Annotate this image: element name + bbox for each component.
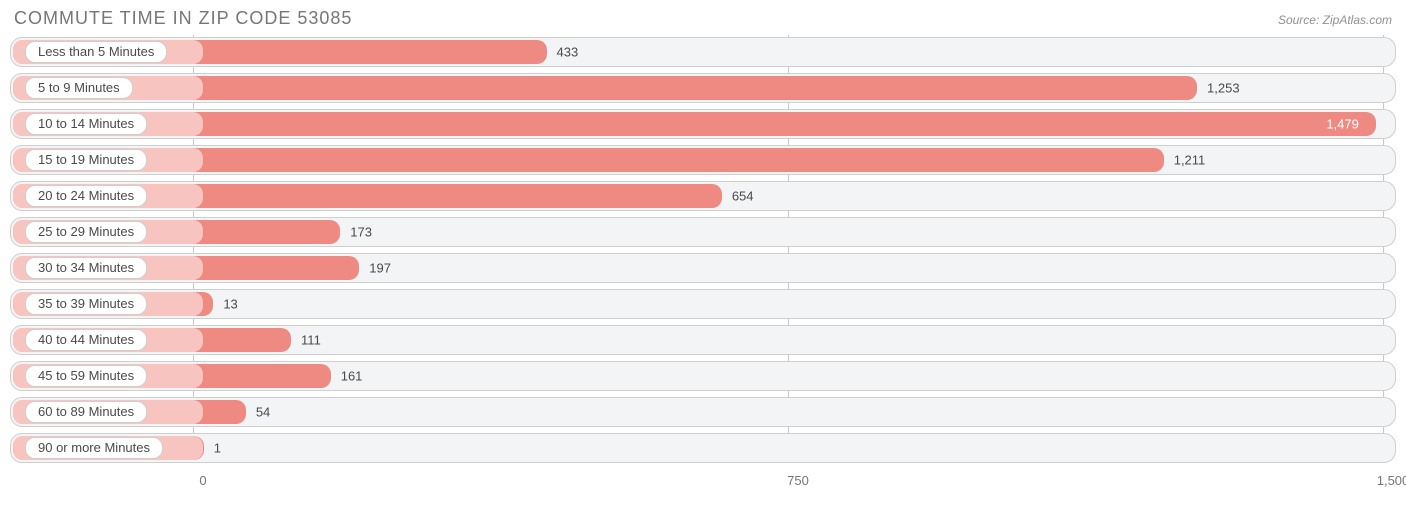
bar-row: 15 to 19 Minutes 1,211 [10, 145, 1396, 175]
bar-fill [13, 112, 1376, 136]
chart-title: COMMUTE TIME IN ZIP CODE 53085 [14, 8, 352, 29]
x-axis-label: 750 [787, 473, 809, 488]
bar-row: 20 to 24 Minutes 654 [10, 181, 1396, 211]
category-pill: 40 to 44 Minutes [25, 329, 147, 351]
bar-row: 90 or more Minutes 1 [10, 433, 1396, 463]
bar-track [13, 400, 1393, 424]
bar-track [13, 40, 1393, 64]
value-label: 13 [223, 297, 237, 312]
value-label: 54 [256, 405, 270, 420]
bar-row: 45 to 59 Minutes 161 [10, 361, 1396, 391]
category-pill: 60 to 89 Minutes [25, 401, 147, 423]
x-axis-label: 0 [199, 473, 206, 488]
bar-row: 25 to 29 Minutes 173 [10, 217, 1396, 247]
bar-track [13, 220, 1393, 244]
bar-row: 60 to 89 Minutes 54 [10, 397, 1396, 427]
category-pill: 30 to 34 Minutes [25, 257, 147, 279]
category-pill: 20 to 24 Minutes [25, 185, 147, 207]
value-label: 111 [301, 333, 321, 348]
value-label: 1,479 [1326, 117, 1359, 132]
category-pill: 15 to 19 Minutes [25, 149, 147, 171]
bar-row: 5 to 9 Minutes 1,253 [10, 73, 1396, 103]
category-pill: 35 to 39 Minutes [25, 293, 147, 315]
category-pill: 90 or more Minutes [25, 437, 163, 459]
value-label: 197 [369, 261, 391, 276]
x-axis-label: 1,500 [1377, 473, 1406, 488]
value-label: 433 [557, 45, 579, 60]
value-label: 1,211 [1174, 153, 1206, 168]
bar-track [13, 256, 1393, 280]
bar-track [13, 364, 1393, 388]
value-label: 1 [214, 441, 221, 456]
category-pill: 10 to 14 Minutes [25, 113, 147, 135]
category-pill: 5 to 9 Minutes [25, 77, 133, 99]
bar-track [13, 112, 1393, 136]
bar-row: 40 to 44 Minutes 111 [10, 325, 1396, 355]
bar-track [13, 328, 1393, 352]
bar-row: Less than 5 Minutes 433 [10, 37, 1396, 67]
category-pill: 25 to 29 Minutes [25, 221, 147, 243]
x-axis: 07501,500 [10, 469, 1396, 493]
bar-track [13, 76, 1393, 100]
value-label: 1,253 [1207, 81, 1240, 96]
bar-row: 35 to 39 Minutes 13 [10, 289, 1396, 319]
chart-source: Source: ZipAtlas.com [1278, 13, 1392, 27]
bar-track [13, 292, 1393, 316]
category-pill: Less than 5 Minutes [25, 41, 167, 63]
chart-plot-area: Less than 5 Minutes 433 5 to 9 Minutes 1,25… [0, 35, 1406, 463]
value-label: 173 [350, 225, 372, 240]
category-pill: 45 to 59 Minutes [25, 365, 147, 387]
chart-header: COMMUTE TIME IN ZIP CODE 53085 Source: Z… [0, 0, 1406, 35]
bar-row: 30 to 34 Minutes 197 [10, 253, 1396, 283]
bar-row: 10 to 14 Minutes 1,479 [10, 109, 1396, 139]
bar-track [13, 184, 1393, 208]
value-label: 161 [341, 369, 363, 384]
value-label: 654 [732, 189, 754, 204]
